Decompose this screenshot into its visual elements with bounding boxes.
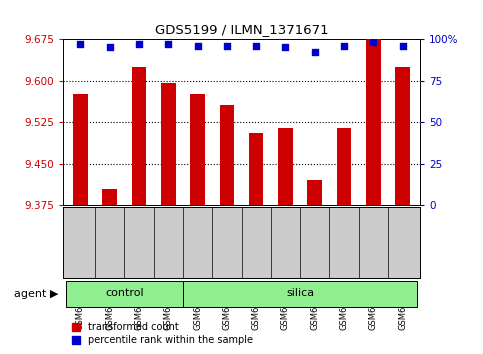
- Bar: [337, 128, 351, 205]
- Point: [76, 41, 84, 47]
- Point: [223, 43, 231, 48]
- Point: [282, 45, 289, 50]
- Text: agent ▶: agent ▶: [14, 289, 58, 299]
- Title: GDS5199 / ILMN_1371671: GDS5199 / ILMN_1371671: [155, 23, 328, 36]
- Point: [194, 43, 201, 48]
- Bar: [278, 128, 293, 205]
- Bar: [73, 95, 88, 205]
- Bar: [395, 67, 410, 205]
- Legend: transformed count, percentile rank within the sample: transformed count, percentile rank withi…: [68, 319, 257, 349]
- Bar: [183, 281, 417, 307]
- Bar: [161, 83, 176, 205]
- Text: silica: silica: [286, 288, 314, 298]
- Bar: [132, 67, 146, 205]
- Point: [164, 41, 172, 47]
- Bar: [249, 133, 263, 205]
- Bar: [102, 189, 117, 205]
- Bar: [190, 95, 205, 205]
- Text: control: control: [105, 288, 143, 298]
- Point: [135, 41, 143, 47]
- Bar: [66, 281, 183, 307]
- Point: [369, 39, 377, 45]
- Point: [311, 50, 319, 55]
- Point: [399, 43, 407, 48]
- Bar: [366, 39, 381, 205]
- Point: [340, 43, 348, 48]
- Point: [106, 45, 114, 50]
- Point: [252, 43, 260, 48]
- Bar: [307, 180, 322, 205]
- Bar: [220, 105, 234, 205]
